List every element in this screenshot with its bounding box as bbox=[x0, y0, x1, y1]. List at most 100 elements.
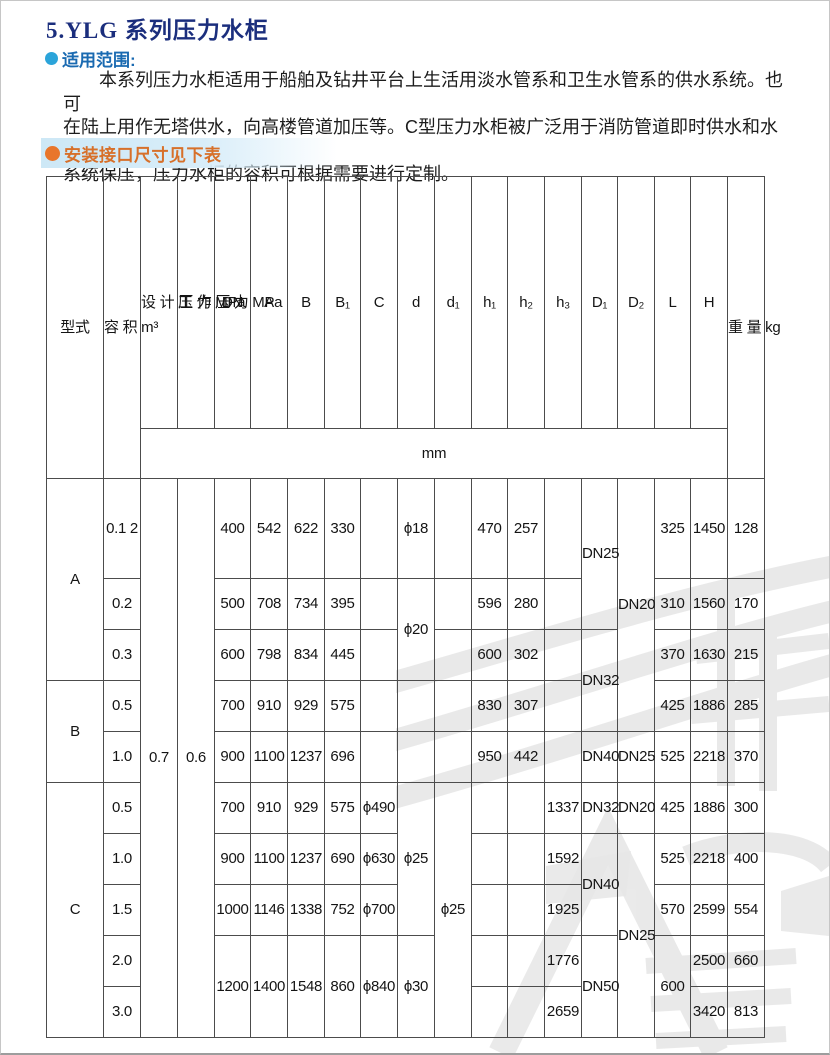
table-cell: 929 bbox=[287, 782, 325, 834]
table-cell: 280 bbox=[507, 578, 545, 630]
cell-model-a: A bbox=[46, 478, 104, 681]
table-cell: 3420 bbox=[690, 986, 728, 1038]
table-cell: 950 bbox=[471, 731, 508, 783]
table-cell-empty bbox=[360, 629, 398, 681]
table-cell-empty bbox=[434, 680, 472, 732]
table-cell-empty bbox=[507, 935, 545, 987]
table-cell: 734 bbox=[287, 578, 325, 630]
table-cell: ϕ840 bbox=[360, 935, 398, 1038]
table-cell: DN40 bbox=[581, 731, 619, 783]
table-cell: DN25 bbox=[617, 833, 655, 1038]
table-cell: 708 bbox=[250, 578, 288, 630]
table-cell: 1.0 bbox=[103, 833, 141, 885]
table-cell: 690 bbox=[324, 833, 361, 885]
table-cell: 370 bbox=[654, 629, 691, 681]
table-cell-empty bbox=[434, 578, 472, 630]
col-header-h: H bbox=[690, 176, 728, 429]
paragraph-line: 本系列压力水柜适用于船舶及钻井平台上生活用淡水管系和卫生水管系的供水系统。也可 bbox=[63, 70, 783, 114]
table-cell: 1237 bbox=[287, 731, 325, 783]
dimension-table: 型式 容 积 m³ 设 计 压 力 MPa 工 作 压 力 MPa DN A B… bbox=[46, 176, 781, 1038]
table-cell: 700 bbox=[214, 680, 251, 732]
cell-working-pressure: 0.6 bbox=[177, 478, 215, 1038]
table-cell: 1560 bbox=[690, 578, 728, 630]
table-cell: ϕ490 bbox=[360, 782, 398, 834]
table-cell: 798 bbox=[250, 629, 288, 681]
table-cell: 1886 bbox=[690, 782, 728, 834]
table-cell: DN25 bbox=[617, 731, 655, 783]
table-cell: 575 bbox=[324, 782, 361, 834]
table-cell: ϕ630 bbox=[360, 833, 398, 885]
table-cell: ϕ18 bbox=[397, 478, 435, 579]
table-cell-empty bbox=[360, 731, 398, 783]
table-cell: 2218 bbox=[690, 731, 728, 783]
table-cell: ϕ25 bbox=[434, 782, 472, 1038]
table-cell: 425 bbox=[654, 680, 691, 732]
col-header-l: L bbox=[654, 176, 691, 429]
table-cell-empty bbox=[471, 833, 508, 885]
table-cell: 1100 bbox=[250, 833, 288, 885]
table-cell: 1000 bbox=[214, 884, 251, 936]
table-cell: 660 bbox=[727, 935, 765, 987]
table-cell-empty bbox=[397, 731, 435, 783]
table-cell: 1548 bbox=[287, 935, 325, 1038]
table-cell: 325 bbox=[654, 478, 691, 579]
table-cell: 0.5 bbox=[103, 680, 141, 732]
col-header-design-pressure: 设 计 压 力 MPa bbox=[140, 176, 246, 429]
table-cell: 170 bbox=[727, 578, 765, 630]
table-cell: 128 bbox=[727, 478, 765, 579]
table-cell: 1146 bbox=[250, 884, 288, 936]
table-cell: 425 bbox=[654, 782, 691, 834]
col-header-b1: B₁ bbox=[324, 176, 361, 429]
table-cell: ϕ25 bbox=[397, 782, 435, 936]
table-cell-empty bbox=[471, 884, 508, 936]
table-cell: 257 bbox=[507, 478, 545, 579]
scope-label: 适用范围: bbox=[62, 51, 136, 70]
table-cell: ϕ20 bbox=[397, 578, 435, 681]
col-header-type: 型式 bbox=[46, 176, 104, 479]
table-cell: 370 bbox=[727, 731, 765, 783]
table-cell: ϕ30 bbox=[397, 935, 435, 1038]
table-cell-empty bbox=[507, 782, 545, 834]
cell-model-c: C bbox=[46, 782, 104, 1038]
table-cell: 2599 bbox=[690, 884, 728, 936]
table-cell: 542 bbox=[250, 478, 288, 579]
table-cell-empty bbox=[544, 680, 582, 732]
table-cell: 500 bbox=[214, 578, 251, 630]
table-cell-empty bbox=[471, 935, 508, 987]
table-cell: 307 bbox=[507, 680, 545, 732]
table-cell-empty bbox=[544, 731, 582, 783]
table-cell: 400 bbox=[214, 478, 251, 579]
col-header-d1: d₁ bbox=[434, 176, 472, 429]
table-cell: 1200 bbox=[214, 935, 251, 1038]
table-cell: 3.0 bbox=[103, 986, 141, 1038]
table-cell-empty bbox=[507, 833, 545, 885]
table-cell: 285 bbox=[727, 680, 765, 732]
table-cell: 2.0 bbox=[103, 935, 141, 987]
bullet-icon bbox=[45, 52, 58, 65]
table-cell: 442 bbox=[507, 731, 545, 783]
table-cell-empty bbox=[397, 680, 435, 732]
col-header-c: C bbox=[360, 176, 398, 429]
table-cell-empty bbox=[471, 986, 508, 1038]
table-cell: 900 bbox=[214, 833, 251, 885]
table-cell: 834 bbox=[287, 629, 325, 681]
table-cell: DN32 bbox=[581, 629, 619, 732]
table-cell: 600 bbox=[214, 629, 251, 681]
unit-cell: mm bbox=[140, 428, 728, 479]
table-cell: 525 bbox=[654, 731, 691, 783]
table-cell: 1592 bbox=[544, 833, 582, 885]
table-cell: 1886 bbox=[690, 680, 728, 732]
table-cell: 1.5 bbox=[103, 884, 141, 936]
table-cell: 1450 bbox=[690, 478, 728, 579]
table-cell: DN40 bbox=[581, 833, 619, 936]
scope-section-header: 适用范围: bbox=[45, 46, 136, 71]
table-cell: ϕ700 bbox=[360, 884, 398, 936]
table-cell: 1100 bbox=[250, 731, 288, 783]
table-cell: 0.3 bbox=[103, 629, 141, 681]
table-cell: 1337 bbox=[544, 782, 582, 834]
table-cell: 696 bbox=[324, 731, 361, 783]
table-cell-empty bbox=[544, 478, 582, 579]
table-cell: 525 bbox=[654, 833, 691, 885]
col-header-D1: D₁ bbox=[581, 176, 618, 429]
